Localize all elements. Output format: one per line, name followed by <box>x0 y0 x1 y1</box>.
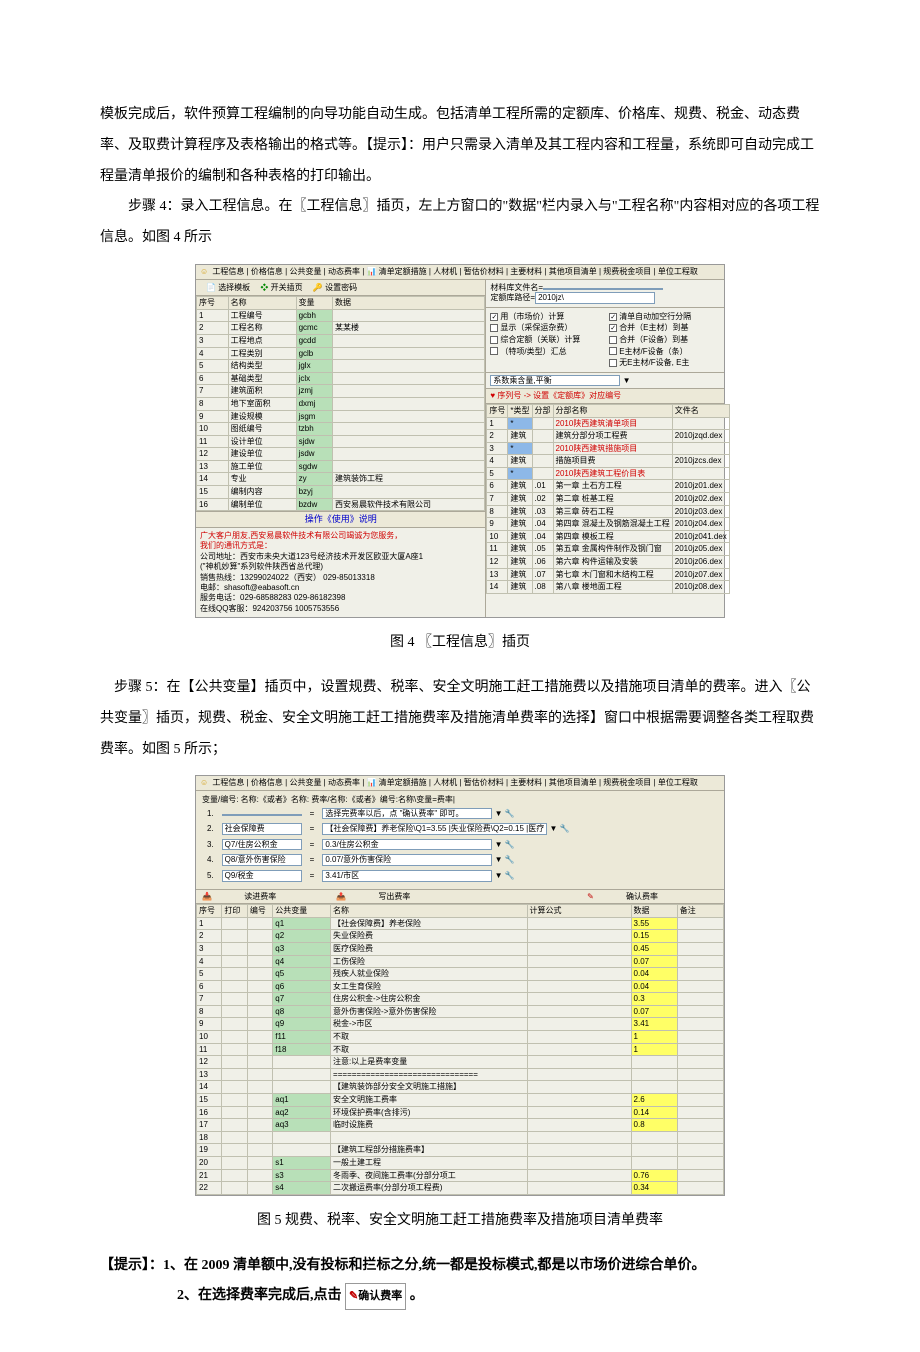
paragraph-2: 步骤 4：录入工程信息。在〖工程信息〗插页，左上方窗口的"数据"栏内录入与"工程… <box>100 192 820 254</box>
project-info-table[interactable]: 序号名称变量数据 1工程编号gcbh2工程名称gcmc某某楼3工程地点gcdd4… <box>196 296 485 511</box>
tip-1-text: 1、在 2009 清单额中,没有投标和拦标之分,统一都是投标模式,都是以市场价进… <box>163 1258 706 1273</box>
combo-factor[interactable]: 系数乘含量,平衡 <box>490 375 620 387</box>
paragraph-3: 步骤 5：在【公共变量】插页中，设置规费、税率、安全文明施工赶工措施费以及措施项… <box>100 673 820 765</box>
rate-editor-header: 变量/编号: 名称:《或者》名称: 费率/名称:《或者》编号:名称\变量=费率| <box>202 795 718 805</box>
figure-4-caption: 图 4 〖工程信息〗插页 <box>100 628 820 659</box>
tip-line-1: 【提示】：1、在 2009 清单额中,没有投标和拦标之分,统一都是投标模式,都是… <box>100 1251 820 1282</box>
tip-line-2: 2、在选择费率完成后,点击 ✎确认费率 。 <box>100 1281 820 1312</box>
smile-icon: ☺ <box>200 778 208 787</box>
write-rate-btn[interactable]: 📤 写出费率 <box>336 892 440 902</box>
smile-icon: ☺ <box>200 267 208 276</box>
left-toolbar: 📄 选择模板 ❖ 开关插页 🔑 设置密码 <box>196 280 485 297</box>
tip-2-text-b: 。 <box>410 1288 424 1303</box>
rate-table[interactable]: 序号打印编号公共变量名称计算公式数据备注 1q1【社会保障费】养老保险3.552… <box>196 904 724 1195</box>
figure-5-caption: 图 5 规费、税率、安全文明施工赶工措施费率及措施项目清单费率 <box>100 1206 820 1237</box>
confirm-rate-inline-btn[interactable]: ✎确认费率 <box>345 1283 406 1309</box>
read-rate-btn[interactable]: 📥 读进费率 <box>202 892 306 902</box>
company-info: 广大客户朋友,西安易晨软件技术有限公司竭诚为您服务，我们的通讯方式是：公司地址：… <box>196 527 485 617</box>
tabs-text-2: 工程信息 | 价格信息 | 公共变量 | 动态费率 | 📊 清单定额措施 | 人… <box>212 778 697 787</box>
op-help[interactable]: 操作《使用》说明 <box>196 511 485 527</box>
quota-header: ♥ 序列号 -> 设置《定额库》对应编号 <box>486 388 724 404</box>
rate-toolbar: 📥 读进费率 📤 写出费率 ✎ 确认费率 <box>196 890 724 905</box>
quota-table[interactable]: 序号*类型分部分部名称文件名 1*2010陕西建筑清单项目2建筑建筑分部分项工程… <box>486 404 729 594</box>
tab-bar[interactable]: ☺ 工程信息 | 价格信息 | 公共变量 | 动态费率 | 📊 清单定额措施 |… <box>196 265 724 280</box>
figure-4-screenshot: ☺ 工程信息 | 价格信息 | 公共变量 | 动态费率 | 📊 清单定额措施 |… <box>195 264 725 618</box>
tabs-text: 工程信息 | 价格信息 | 公共变量 | 动态费率 | 📊 清单定额措施 | 人… <box>212 267 697 276</box>
tab-bar-2[interactable]: ☺ 工程信息 | 价格信息 | 公共变量 | 动态费率 | 📊 清单定额措施 |… <box>196 776 724 791</box>
select-template-btn[interactable]: 📄 选择模板 <box>206 283 250 292</box>
rate-editor: 变量/编号: 名称:《或者》名称: 费率/名称:《或者》编号:名称\变量=费率|… <box>196 791 724 890</box>
paragraph-1: 模板完成后，软件预算工程编制的向导功能自动生成。包括清单工程所需的定额库、价格库… <box>100 100 820 192</box>
toggle-page-btn[interactable]: ❖ 开关插页 <box>260 283 302 292</box>
tip-label: 【提示】： <box>100 1258 163 1273</box>
options-panel: 用（市场价）计算显示（采保运杂费）综合定额（关联）计算（特项/类型）汇总 清单自… <box>486 308 724 372</box>
figure-5-screenshot: ☺ 工程信息 | 价格信息 | 公共变量 | 动态费率 | 📊 清单定额措施 |… <box>195 775 725 1195</box>
confirm-rate-btn[interactable]: ✎ 确认费率 <box>587 892 688 902</box>
lib-paths: 材料库文件名= 定额库路径=2010jz\ <box>486 280 724 308</box>
tip-2-text-a: 2、在选择费率完成后,点击 <box>177 1288 345 1303</box>
set-password-btn[interactable]: 🔑 设置密码 <box>313 283 357 292</box>
heart-icon: ♥ <box>490 391 495 400</box>
